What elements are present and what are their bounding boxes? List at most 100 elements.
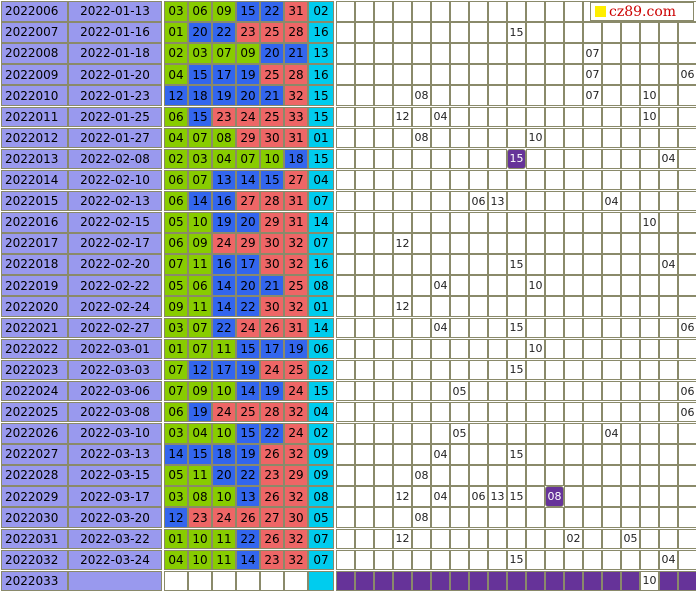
- omission-cell: [640, 190, 659, 212]
- omission-cell: [450, 85, 469, 106]
- omission-cell: [393, 1, 412, 22]
- omission-cell: [659, 401, 678, 423]
- omission-cell: [678, 338, 696, 360]
- red-ball: 30: [260, 233, 284, 254]
- omission-value: 06: [678, 64, 696, 85]
- omission-cell: [450, 465, 469, 486]
- red-ball: 24: [212, 401, 236, 423]
- omission-cell: [583, 549, 602, 571]
- red-ball: 26: [260, 528, 284, 550]
- red-ball: 09: [164, 296, 188, 317]
- omission-cell: [545, 106, 564, 128]
- omission-cell: [469, 549, 488, 571]
- omission-cell: [583, 359, 602, 381]
- omission-cell: [469, 465, 488, 486]
- issue-number: 2022017: [1, 233, 68, 254]
- omission-cell: [374, 275, 393, 296]
- omission-cell: [488, 380, 507, 402]
- omission-value: 15: [507, 254, 526, 275]
- red-ball: 24: [212, 233, 236, 254]
- omission-cell: [583, 570, 602, 591]
- omission-cell: [488, 148, 507, 170]
- issue-number: 2022010: [1, 85, 68, 106]
- omission-value: 05: [450, 380, 469, 402]
- omission-cell: [431, 85, 450, 106]
- red-ball: 28: [284, 22, 308, 43]
- omission-cell: [621, 401, 640, 423]
- red-ball: 21: [284, 43, 308, 64]
- omission-cell: [602, 570, 621, 591]
- red-ball: 14: [236, 169, 260, 191]
- omission-value: 12: [393, 233, 412, 254]
- omission-cell: [678, 233, 696, 254]
- omission-cell: [564, 169, 583, 191]
- site-logo[interactable]: cz89.com: [590, 2, 694, 21]
- omission-cell: [545, 233, 564, 254]
- omission-cell: [583, 106, 602, 128]
- omission-cell: [374, 338, 393, 360]
- blue-ball: 07: [308, 528, 334, 550]
- omission-cell: [393, 444, 412, 465]
- omission-cell: [640, 359, 659, 381]
- omission-cell: [583, 190, 602, 212]
- red-ball: 20: [212, 465, 236, 486]
- omission-cell: [431, 233, 450, 254]
- omission-value: 02: [564, 528, 583, 550]
- red-ball: 29: [284, 465, 308, 486]
- blue-ball: 09: [308, 465, 334, 486]
- red-ball: 27: [236, 190, 260, 212]
- blue-ball: [308, 570, 334, 591]
- red-ball: 14: [212, 275, 236, 296]
- omission-cell: [412, 169, 431, 191]
- red-ball: 32: [284, 444, 308, 465]
- omission-cell: [488, 22, 507, 43]
- omission-cell: [507, 275, 526, 296]
- omission-cell: [659, 43, 678, 64]
- omission-cell: [507, 528, 526, 550]
- omission-cell: [640, 22, 659, 43]
- red-ball: 19: [212, 212, 236, 233]
- omission-cell: [355, 359, 374, 381]
- omission-cell: [374, 296, 393, 317]
- omission-cell: [469, 359, 488, 381]
- omission-cell: [469, 296, 488, 317]
- omission-cell: [602, 212, 621, 233]
- draw-date: 2022-03-17: [68, 486, 162, 507]
- omission-cell: [659, 528, 678, 550]
- blue-ball: 06: [308, 338, 334, 360]
- omission-cell: [412, 380, 431, 402]
- omission-cell: [545, 465, 564, 486]
- draw-date: 2022-03-03: [68, 359, 162, 381]
- omission-cell: [469, 85, 488, 106]
- omission-cell: [526, 465, 545, 486]
- omission-cell: [564, 43, 583, 64]
- red-ball: 17: [212, 359, 236, 381]
- red-ball: 07: [188, 317, 212, 339]
- omission-cell: [488, 127, 507, 149]
- omission-cell: [602, 233, 621, 254]
- red-ball: 25: [284, 275, 308, 296]
- red-ball: 13: [212, 169, 236, 191]
- omission-value: 13: [488, 486, 507, 507]
- omission-cell: [393, 465, 412, 486]
- omission-cell: [659, 359, 678, 381]
- omission-cell: [564, 233, 583, 254]
- omission-cell: [526, 444, 545, 465]
- omission-cell: [488, 570, 507, 591]
- red-ball: 06: [164, 169, 188, 191]
- omission-cell: [450, 43, 469, 64]
- omission-cell: [659, 486, 678, 507]
- omission-cell: [355, 190, 374, 212]
- omission-cell: [545, 570, 564, 591]
- omission-cell: [431, 423, 450, 444]
- omission-cell: [469, 1, 488, 22]
- omission-cell: [336, 423, 355, 444]
- omission-cell: [640, 169, 659, 191]
- omission-cell: [450, 148, 469, 170]
- omission-cell: [336, 64, 355, 85]
- red-ball: 32: [284, 486, 308, 507]
- draw-date: 2022-02-20: [68, 254, 162, 275]
- omission-cell: [602, 254, 621, 275]
- red-ball: 27: [260, 507, 284, 528]
- red-ball: 12: [164, 507, 188, 528]
